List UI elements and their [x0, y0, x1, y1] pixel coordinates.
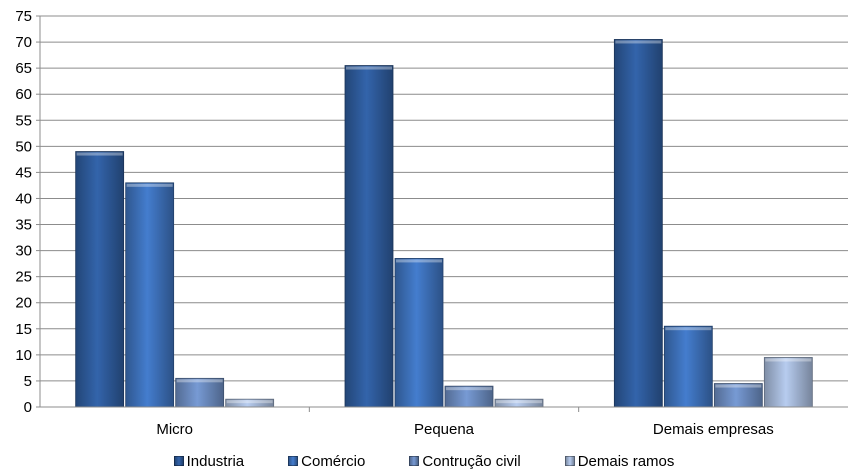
legend-label: Comércio: [301, 452, 366, 470]
bar-demais-empresas-1: [663, 325, 713, 408]
y-tick-label: 0: [24, 399, 32, 416]
y-axis-ticks: 0 5 10 15 20 25 30 35 40 45 50 55 60 65 70 75: [15, 8, 40, 416]
x-category-label: Pequena: [414, 421, 475, 438]
bar-highlight: [615, 40, 662, 44]
bar-highlight: [446, 387, 492, 391]
bar-demais-empresas-3: [763, 357, 813, 408]
legend-item: Comércio: [288, 453, 365, 470]
bar-highlight: [665, 327, 712, 331]
legend-swatch: [409, 456, 420, 466]
bar-micro-1: [125, 182, 175, 408]
bar-highlight: [715, 384, 762, 388]
y-tick-label: 70: [15, 34, 32, 51]
y-tick-label: 20: [15, 295, 32, 312]
legend-swatch: [288, 456, 299, 466]
bar-demais-empresas-0: [613, 39, 663, 408]
bar-highlight: [226, 400, 273, 404]
y-tick-label: 45: [15, 164, 32, 181]
y-tick-label: 30: [15, 243, 32, 260]
y-tick-label: 75: [15, 8, 32, 25]
y-tick-label: 50: [15, 138, 32, 155]
x-category-label: Micro: [156, 421, 193, 438]
x-category-label: Demais empresas: [653, 421, 774, 438]
x-axis-labels: Micro Pequena Demais empresas: [156, 421, 773, 438]
bar-highlight: [496, 400, 542, 404]
y-tick-label: 25: [15, 269, 32, 286]
legend-label: Industria: [186, 452, 245, 470]
axes: [39, 16, 848, 412]
y-tick-label: 40: [15, 190, 32, 207]
y-tick-label: 5: [24, 373, 32, 390]
legend-item: Contrução civil: [409, 452, 521, 470]
y-tick-label: 10: [15, 347, 32, 364]
legend: Industria Comércio Contrução civil Demais r…: [0, 449, 848, 473]
bar-micro-0: [75, 151, 125, 408]
bars: [75, 39, 813, 408]
y-tick-label: 65: [15, 60, 32, 77]
bar-micro-2: [175, 377, 225, 408]
y-tick-label: 55: [15, 112, 32, 129]
bar-highlight: [346, 66, 392, 70]
legend-swatch: [564, 456, 575, 466]
bar-highlight: [126, 183, 173, 187]
y-tick-label: 15: [15, 321, 32, 338]
legend-label: Demais ramos: [577, 452, 675, 470]
legend-item: Demais ramos: [564, 452, 675, 470]
chart: 0 5 10 15 20 25 30 35 40 45 50 55 60 65 70 75 Micro Pequ…: [15, 8, 848, 438]
bar-highlight: [396, 259, 442, 263]
bar-highlight: [176, 379, 223, 383]
bar-pequena-1: [394, 258, 444, 408]
legend-swatch: [173, 456, 184, 466]
y-tick-label: 60: [15, 86, 32, 103]
bar-pequena-0: [344, 65, 394, 408]
legend-item: Industria: [173, 452, 245, 470]
bar-highlight: [765, 358, 812, 362]
bar-highlight: [76, 152, 123, 156]
y-tick-label: 35: [15, 217, 32, 234]
legend-label: Contrução civil: [422, 452, 521, 470]
gridlines: [40, 15, 848, 382]
